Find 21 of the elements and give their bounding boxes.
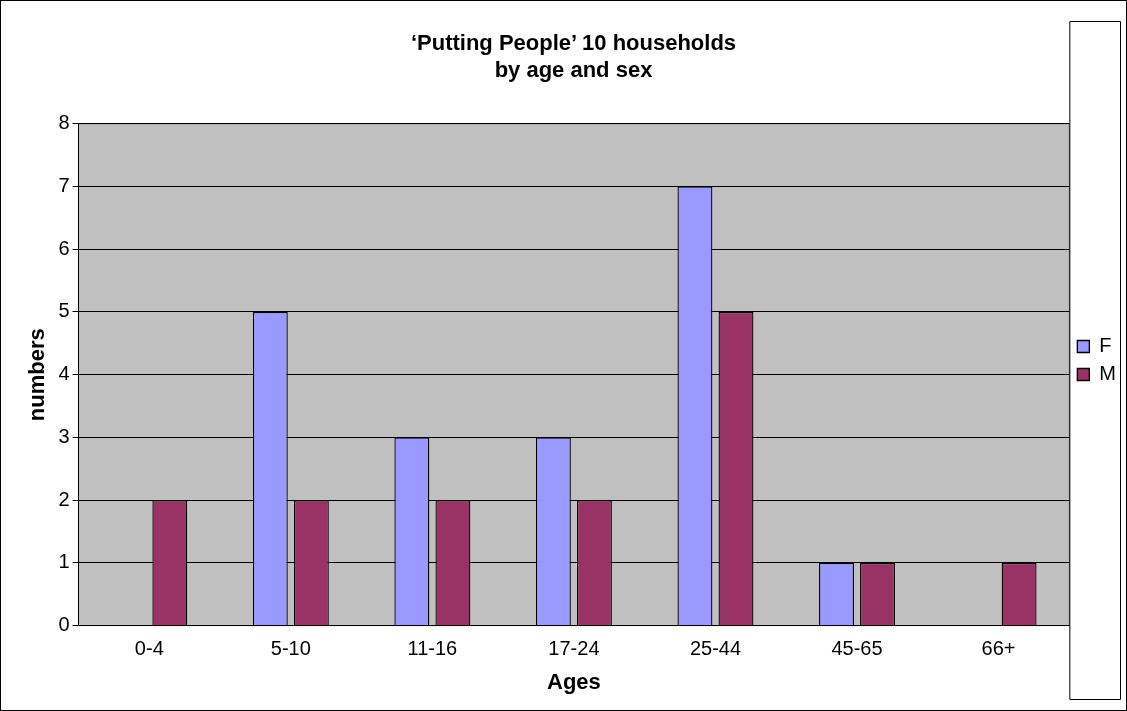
y-tick-label: 5 [58, 299, 70, 322]
y-tick-label: 1 [58, 550, 70, 573]
y-tick-label: 7 [58, 174, 70, 197]
x-tick-label: 0-4 [134, 637, 164, 660]
x-tick-label: 11-16 [407, 637, 458, 660]
y-tick-label: 3 [58, 424, 70, 447]
y-tick-label: 8 [58, 111, 70, 134]
x-tick-label: 66+ [981, 637, 1016, 660]
y-tick-label: 4 [58, 362, 70, 385]
chart-title: ‘Putting People’ 10 households by age and sex [410, 30, 737, 82]
y-tick-label: 6 [58, 236, 70, 259]
x-tick-label: 17-24 [548, 637, 600, 660]
y-axis-title: numbers [24, 328, 50, 422]
x-tick-label: 45-65 [831, 637, 883, 660]
legend-label: M [1099, 362, 1117, 385]
x-tick-label: 25-44 [689, 637, 742, 660]
legend-label: F [1099, 334, 1112, 357]
y-tick-label: 0 [58, 613, 70, 636]
x-tick-label: 5-10 [270, 637, 311, 660]
y-tick-label: 2 [58, 487, 70, 510]
x-axis-title: Ages [547, 668, 601, 694]
